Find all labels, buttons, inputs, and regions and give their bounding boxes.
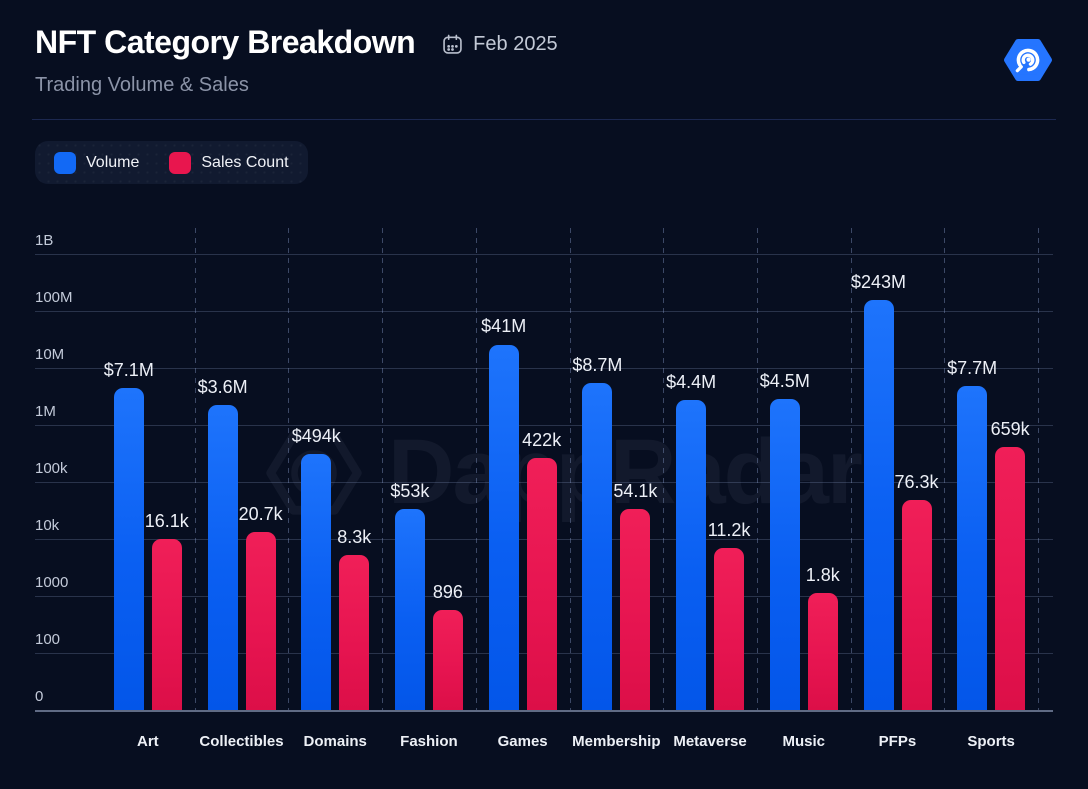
x-category-label: Metaverse <box>673 733 747 750</box>
bar-volume-games[interactable] <box>488 344 519 710</box>
bar-value-label: 76.3k <box>894 472 939 493</box>
bar-volume-music[interactable] <box>769 399 800 710</box>
bar-value-label: $4.4M <box>666 371 717 392</box>
legend-item-volume[interactable]: Volume <box>54 151 140 174</box>
bar-value-label: 8.3k <box>337 527 372 547</box>
bar-sales-count-pfps[interactable] <box>901 500 932 710</box>
bar-sales-count-domains[interactable] <box>339 555 370 710</box>
gridline-vertical <box>382 228 384 710</box>
bar-volume-sports[interactable] <box>957 385 988 710</box>
header-divider <box>32 119 1056 120</box>
bar-value-label: $8.7M <box>572 354 623 375</box>
x-category-label: Music <box>782 733 825 750</box>
bar-sales-count-membership[interactable] <box>620 508 651 710</box>
legend-label: Sales Count <box>201 153 289 171</box>
bar-value-label: $7.1M <box>103 359 154 380</box>
bar-value-label: 896 <box>432 582 463 603</box>
x-category-label: Art <box>137 733 159 750</box>
bar-value-label: 659k <box>990 418 1030 439</box>
bar-volume-metaverse[interactable] <box>676 399 707 710</box>
bar-value-label: $7.7M <box>947 357 998 378</box>
bar-value-label: 54.1k <box>613 480 658 501</box>
gridline-vertical <box>475 228 477 710</box>
y-axis-tick-label: 10M <box>35 346 65 363</box>
x-category-label: PFPs <box>878 733 917 750</box>
bar-volume-collectibles[interactable] <box>207 404 238 710</box>
y-axis-tick-label: 100 <box>35 631 61 648</box>
gridline-vertical <box>944 228 946 710</box>
page-title: NFT Category Breakdown <box>35 24 416 60</box>
gridline-vertical <box>1038 228 1039 710</box>
chart-subtitle: Trading Volume & Sales <box>35 74 249 96</box>
bar-sales-count-metaverse[interactable] <box>714 547 745 710</box>
y-axis-tick-label: 100k <box>35 460 68 477</box>
bar-value-label: $243M <box>850 272 907 293</box>
y-axis-tick-label: 10k <box>35 517 60 534</box>
gridline-vertical <box>288 228 290 710</box>
x-category-label: Membership <box>572 733 661 750</box>
gridline-vertical <box>569 228 571 710</box>
y-axis-tick-label: 1000 <box>35 574 69 591</box>
header: NFT Category Breakdown Feb 2025 <box>35 24 558 61</box>
bar-sales-count-collectibles[interactable] <box>245 532 276 710</box>
bar-sales-count-art[interactable] <box>151 538 182 710</box>
x-category-label: Fashion <box>400 733 458 750</box>
y-axis-tick-label: 1M <box>35 403 56 420</box>
gridline-vertical <box>194 228 196 710</box>
y-axis-tick-label: 1B <box>35 232 54 249</box>
bar-value-label: $4.5M <box>759 371 810 392</box>
bar-value-label: 11.2k <box>707 519 751 540</box>
dappradar-logo[interactable] <box>1003 35 1053 85</box>
bar-value-label: $41M <box>481 316 527 337</box>
legend: Volume Sales Count <box>35 141 308 184</box>
bar-value-label: $3.6M <box>197 376 248 397</box>
bar-value-label: 16.1k <box>144 510 189 531</box>
date-chip: Feb 2025 <box>441 33 558 56</box>
bar-value-label: 422k <box>522 429 562 450</box>
x-category-label: Domains <box>303 733 367 750</box>
bar-volume-fashion[interactable] <box>394 509 425 710</box>
gridline-horizontal <box>35 311 1053 312</box>
bar-sales-count-fashion[interactable] <box>432 610 463 710</box>
gridline-vertical <box>850 228 852 710</box>
bar-value-label: 20.7k <box>238 504 283 525</box>
gridline-vertical <box>663 228 665 710</box>
calendar-icon <box>441 33 464 56</box>
x-category-label: Sports <box>967 733 1015 750</box>
y-axis-tick-label: 0 <box>35 688 44 705</box>
legend-swatch <box>169 151 192 174</box>
bar-value-label: 1.8k <box>805 564 840 585</box>
bar-volume-domains[interactable] <box>301 453 332 710</box>
legend-item-sales-count[interactable]: Sales Count <box>169 151 289 174</box>
bar-value-label: $494k <box>291 425 341 446</box>
bar-sales-count-games[interactable] <box>526 457 557 710</box>
bar-value-label: $53k <box>390 481 430 502</box>
gridline-horizontal <box>35 425 1053 426</box>
bar-sales-count-music[interactable] <box>807 592 838 710</box>
gridline-vertical <box>756 228 758 710</box>
bar-volume-membership[interactable] <box>582 382 613 710</box>
bar-volume-art[interactable] <box>113 387 144 710</box>
gridline-horizontal <box>35 368 1053 369</box>
legend-swatch <box>54 151 76 174</box>
legend-label: Volume <box>86 153 140 171</box>
date-label: Feb 2025 <box>473 33 558 55</box>
y-axis-tick-label: 100M <box>35 289 73 306</box>
gridline-horizontal <box>35 254 1053 255</box>
bar-volume-pfps[interactable] <box>863 300 894 710</box>
x-category-label: Collectibles <box>199 733 284 750</box>
x-category-label: Games <box>497 733 548 750</box>
bar-sales-count-sports[interactable] <box>995 446 1026 710</box>
gridline-horizontal <box>35 710 1053 712</box>
